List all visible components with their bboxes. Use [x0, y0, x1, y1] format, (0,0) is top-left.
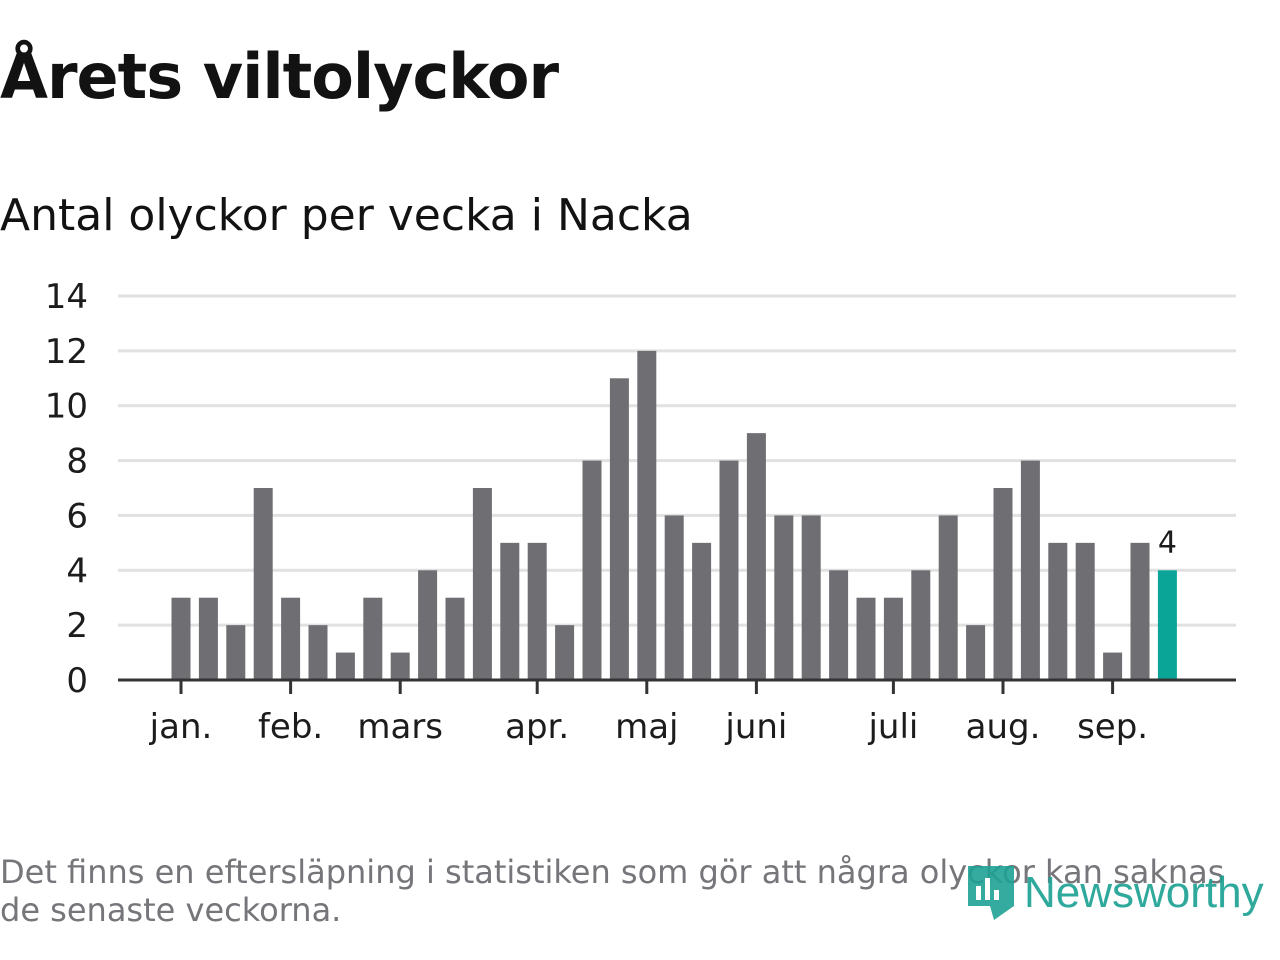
bar	[171, 597, 191, 680]
brand-logo: Newsworthy	[964, 860, 1264, 926]
bar	[1020, 460, 1040, 680]
x-tick-label: juli	[867, 707, 918, 747]
bar	[883, 597, 903, 680]
bar	[226, 625, 246, 680]
bar	[692, 542, 712, 680]
y-tick-label: 2	[66, 606, 88, 646]
bar	[801, 515, 821, 680]
bar	[527, 542, 547, 680]
brand-name: Newsworthy	[1024, 868, 1264, 917]
bar	[1048, 542, 1068, 680]
bar	[1130, 542, 1150, 680]
y-tick-label: 6	[66, 496, 88, 536]
bar	[363, 597, 383, 680]
y-tick-label: 10	[45, 387, 88, 427]
bar	[774, 515, 794, 680]
x-tick-label: apr.	[505, 707, 569, 747]
bar	[938, 515, 958, 680]
bar	[198, 597, 218, 680]
chart-subtitle: Antal olyckor per vecka i Nacka	[0, 190, 693, 241]
bar-highlight	[1157, 570, 1177, 680]
bar	[719, 460, 739, 680]
bar	[253, 488, 273, 680]
bar	[637, 350, 657, 680]
bar	[993, 488, 1013, 680]
x-tick-label: mars	[357, 707, 443, 747]
x-tick-label: jan.	[149, 707, 213, 747]
bar	[390, 652, 410, 680]
bar	[966, 625, 986, 680]
y-tick-label: 8	[66, 442, 88, 482]
x-tick-label: sep.	[1077, 707, 1148, 747]
bar-chart: 0 2 4 6 8 10 12 14 jan. feb. mars apr. maj juni juli au…	[45, 277, 1236, 747]
y-tick-label: 4	[66, 551, 88, 591]
y-tick-label: 12	[45, 332, 88, 372]
newsworthy-logo-icon	[968, 866, 1014, 920]
bar	[911, 570, 931, 680]
y-tick-label: 0	[66, 661, 88, 701]
x-tick-label: maj	[615, 707, 678, 747]
bar	[1075, 542, 1095, 680]
bar	[500, 542, 520, 680]
y-tick-label: 14	[45, 277, 88, 317]
bar	[472, 488, 492, 680]
bar	[829, 570, 849, 680]
bar	[555, 625, 575, 680]
bar	[418, 570, 438, 680]
bar	[1103, 652, 1123, 680]
data-label: 4	[1158, 525, 1177, 560]
footnote: Det finns en eftersläpning i statistiken…	[0, 853, 1225, 929]
x-tick-label: juni	[724, 707, 787, 747]
bar	[335, 652, 355, 680]
bar	[609, 378, 629, 680]
bar	[308, 625, 328, 680]
bar	[746, 433, 766, 680]
bar	[856, 597, 876, 680]
bar	[445, 597, 465, 680]
bar	[582, 460, 602, 680]
bar	[281, 597, 301, 680]
x-tick-label: feb.	[258, 707, 323, 747]
x-tick-label: aug.	[966, 707, 1041, 747]
chart-title: Årets viltolyckor	[0, 40, 559, 113]
bar	[664, 515, 684, 680]
